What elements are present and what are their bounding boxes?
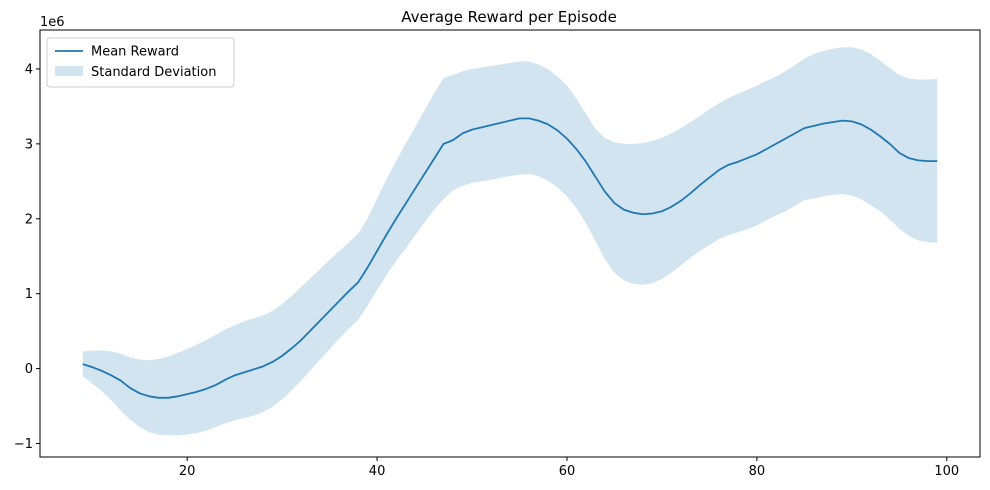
y-tick-label: 4 [25,62,33,77]
x-tick-label: 100 [934,464,959,479]
plot-area [82,47,938,436]
y-tick-label: 1 [25,287,33,302]
legend-label-mean-reward: Mean Reward [91,45,179,60]
x-tick-label: 40 [369,464,386,479]
legend-band-swatch [55,66,83,76]
x-tick-label: 60 [559,464,576,479]
chart-title: Average Reward per Episode [401,8,617,26]
x-tick-label: 80 [749,464,766,479]
axes-frame [39,29,981,458]
legend: Mean Reward Standard Deviation [46,37,235,88]
x-axis: 20 40 60 80 100 [179,457,959,479]
y-tick-label: 3 [25,137,33,152]
legend-label-standard-deviation: Standard Deviation [91,65,216,80]
legend-box [46,37,235,88]
y-axis: −1 0 1 2 3 4 [14,62,40,452]
std-dev-band [82,47,938,436]
y-offset-label: 1e6 [40,15,65,30]
mean-reward-line [82,117,938,399]
y-tick-label: 2 [25,212,33,227]
x-tick-label: 20 [179,464,196,479]
y-tick-label: 0 [25,362,33,377]
y-tick-label: −1 [14,437,33,452]
